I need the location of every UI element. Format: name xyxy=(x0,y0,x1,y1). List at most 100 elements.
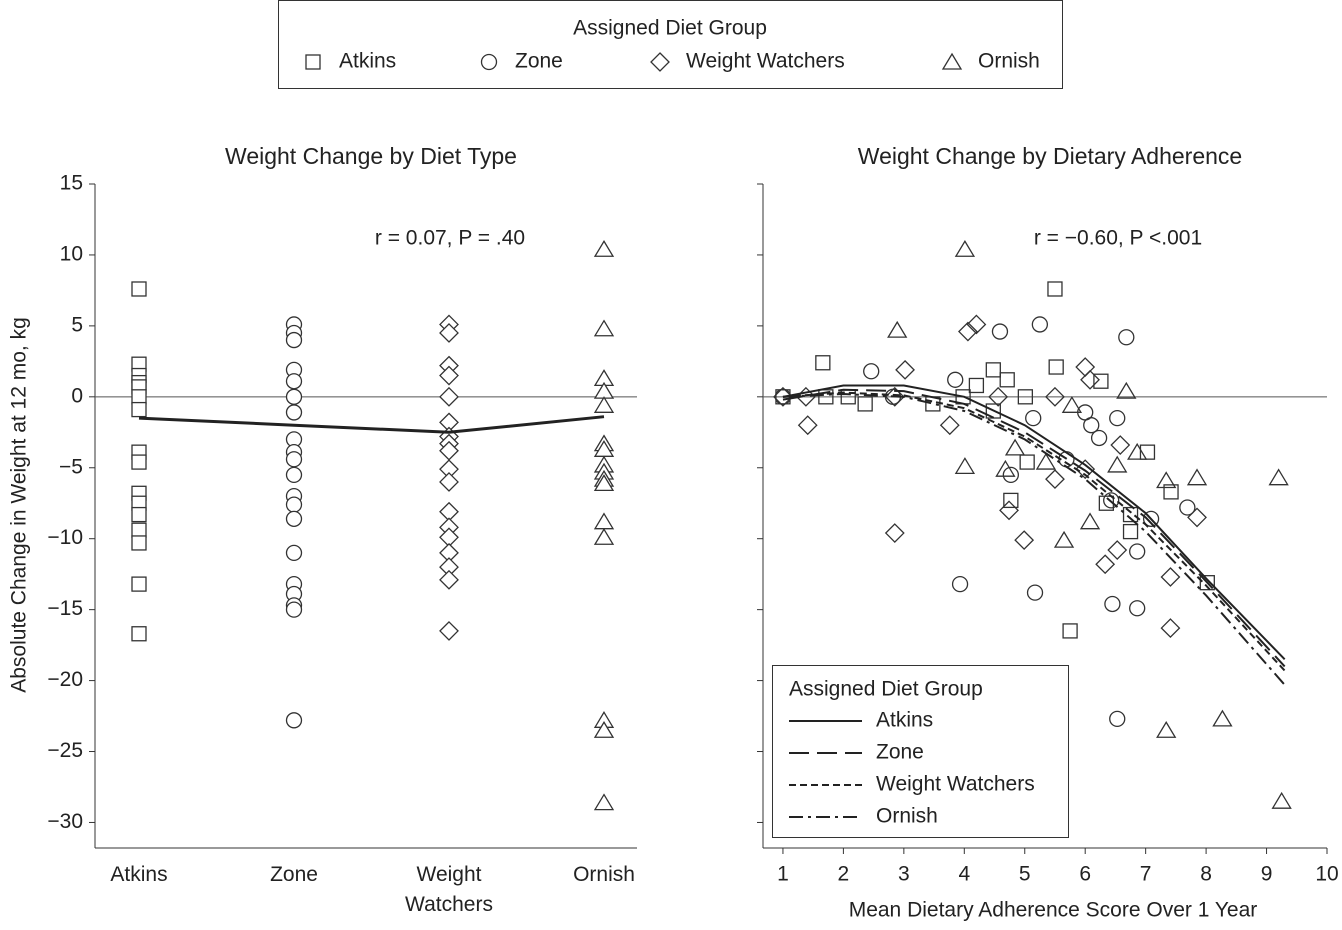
marker-diamond xyxy=(439,365,459,386)
x-tick-label-box: Zone xyxy=(270,863,318,886)
fit-line xyxy=(782,388,1286,668)
marker-diamond xyxy=(884,523,905,543)
marker-diamond xyxy=(439,569,459,590)
marker-square xyxy=(131,535,147,551)
marker-square xyxy=(1122,506,1139,523)
marker-diamond xyxy=(439,323,459,343)
legend-label: Ornish xyxy=(978,50,1040,73)
marker-square xyxy=(818,389,834,405)
x-tick-label: 3 xyxy=(898,863,910,886)
marker-triangle xyxy=(593,720,615,738)
marker-circle xyxy=(285,388,303,405)
marker-diamond xyxy=(1095,554,1116,575)
marker-diamond xyxy=(439,472,459,492)
marker-square xyxy=(985,362,1001,378)
marker-triangle xyxy=(1268,468,1289,486)
y-tick-label: 0 xyxy=(71,384,83,407)
marker-square xyxy=(131,576,147,592)
marker-circle xyxy=(285,466,303,484)
legend-label: Weight Watchers xyxy=(876,773,1035,796)
marker-square xyxy=(1048,359,1064,375)
x-tick-label: Atkins xyxy=(110,863,168,886)
marker-circle xyxy=(1083,417,1100,434)
x-tick-label: 6 xyxy=(1079,863,1091,886)
marker-circle xyxy=(951,575,969,593)
legend-marker xyxy=(941,52,963,70)
fit-line xyxy=(782,384,1286,660)
marker-circle xyxy=(1104,595,1121,613)
marker-square xyxy=(1163,484,1179,500)
marker-triangle xyxy=(1061,396,1083,413)
y-tick-label: 5 xyxy=(71,313,83,336)
marker-circle xyxy=(1109,710,1126,728)
fit-line xyxy=(782,392,1286,686)
y-tick-label: −5 xyxy=(59,455,83,478)
marker-triangle xyxy=(954,240,976,257)
x-tick-label: Zone xyxy=(270,863,318,886)
marker-triangle xyxy=(1156,471,1177,489)
x-tick-label-box: Atkins xyxy=(110,863,168,886)
marker-diamond xyxy=(1075,357,1096,377)
marker-square xyxy=(131,401,147,418)
y-tick-label: −15 xyxy=(47,597,83,620)
legend-marker xyxy=(480,53,498,71)
marker-diamond xyxy=(773,386,793,407)
x-tick-label: 9 xyxy=(1261,863,1273,886)
annotation: r = 0.07, P = .40 xyxy=(375,227,525,250)
marker-triangle xyxy=(1116,381,1137,399)
mean-line xyxy=(138,415,605,434)
marker-square xyxy=(131,522,147,538)
marker-circle xyxy=(285,496,303,513)
marker-triangle xyxy=(1186,468,1208,486)
y-tick-label: 10 xyxy=(60,242,83,265)
legend-marker xyxy=(650,52,670,72)
marker-triangle xyxy=(593,396,615,413)
marker-triangle xyxy=(995,459,1016,477)
marker-triangle xyxy=(593,528,615,545)
x-axis-label: Mean Dietary Adherence Score Over 1 Year xyxy=(849,899,1258,922)
x-tick-label: 2 xyxy=(838,863,850,886)
marker-circle xyxy=(1142,510,1160,527)
marker-triangle xyxy=(593,793,615,811)
y-tick-label: 15 xyxy=(60,172,83,195)
y-axis-label: Absolute Change in Weight at 12 mo, kg xyxy=(8,317,31,693)
marker-circle xyxy=(863,363,880,380)
annotation: r = −0.60, P <.001 xyxy=(1034,227,1202,250)
legend-label: Atkins xyxy=(339,50,396,73)
marker-circle xyxy=(285,712,303,729)
marker-circle xyxy=(1179,499,1196,516)
chart-title: Weight Change by Diet Type xyxy=(225,143,517,169)
x-tick-label-box: Weight Watchers xyxy=(405,863,493,916)
y-tick-label: −20 xyxy=(47,668,83,691)
marker-triangle xyxy=(593,319,615,337)
marker-circle xyxy=(285,601,303,618)
marker-triangle xyxy=(1127,442,1148,460)
marker-diamond xyxy=(966,314,987,335)
marker-square xyxy=(131,506,147,523)
legend-marker xyxy=(305,54,321,70)
marker-triangle xyxy=(593,512,615,530)
y-tick-label: −25 xyxy=(47,739,83,762)
marker-circle xyxy=(1031,316,1049,333)
marker-circle xyxy=(947,371,964,388)
marker-circle xyxy=(1090,429,1108,447)
marker-square xyxy=(999,372,1015,388)
marker-diamond xyxy=(797,415,818,436)
marker-square xyxy=(1017,389,1034,405)
marker-diamond xyxy=(895,359,915,380)
marker-circle xyxy=(285,451,303,468)
legend-title: Assigned Diet Group xyxy=(573,17,767,40)
marker-square xyxy=(1062,623,1078,639)
marker-triangle xyxy=(593,474,615,492)
marker-square xyxy=(131,389,147,405)
marker-diamond xyxy=(1045,469,1065,490)
marker-diamond xyxy=(958,321,978,342)
x-tick-label: 5 xyxy=(1019,863,1031,886)
x-tick-label-box: Ornish xyxy=(573,863,635,886)
y-tick-label: −30 xyxy=(47,810,83,833)
marker-triangle xyxy=(1212,709,1233,727)
marker-square xyxy=(131,281,147,297)
marker-diamond xyxy=(439,386,459,407)
